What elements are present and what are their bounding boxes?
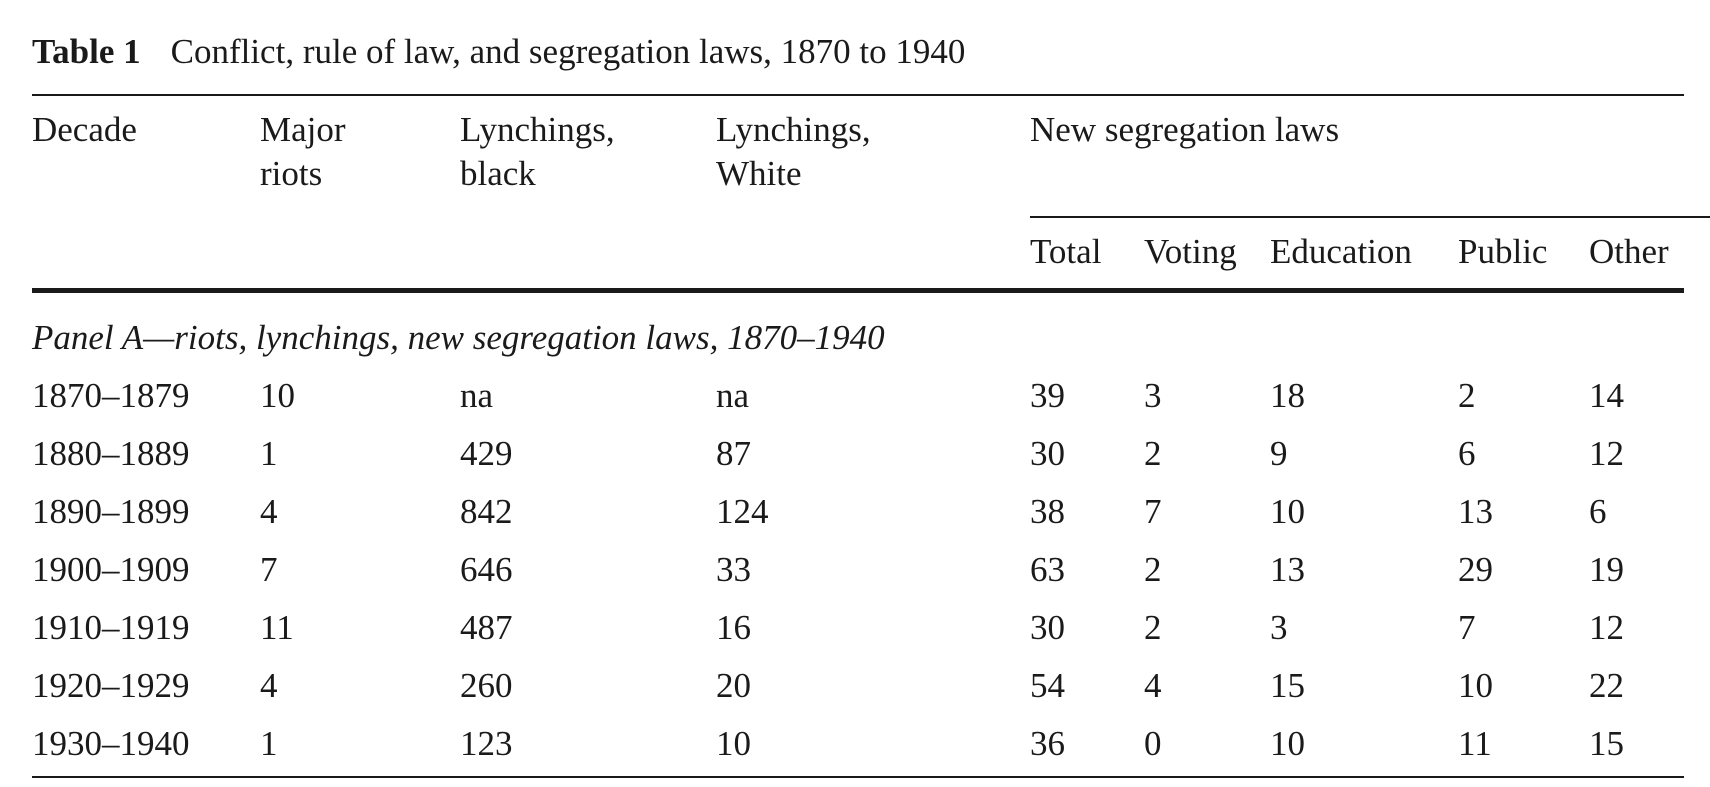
cell-public: 6 bbox=[1458, 434, 1476, 473]
cell-other: 6 bbox=[1589, 492, 1607, 531]
table-caption: Table 1 Conflict, rule of law, and segreg… bbox=[32, 30, 965, 74]
header-education: Education bbox=[1270, 232, 1412, 271]
cell-lynchings-white: 124 bbox=[716, 492, 769, 531]
cell-voting: 2 bbox=[1144, 434, 1162, 473]
cell-other: 12 bbox=[1589, 434, 1624, 473]
cell-education: 9 bbox=[1270, 434, 1288, 473]
cell-decade: 1900–1909 bbox=[32, 550, 190, 589]
cell-decade: 1870–1879 bbox=[32, 376, 190, 415]
cell-education: 10 bbox=[1270, 492, 1305, 531]
cell-decade: 1930–1940 bbox=[32, 724, 190, 763]
cell-other: 22 bbox=[1589, 666, 1624, 705]
cell-decade: 1890–1899 bbox=[32, 492, 190, 531]
cell-decade: 1880–1889 bbox=[32, 434, 190, 473]
cell-other: 14 bbox=[1589, 376, 1624, 415]
bottom-rule bbox=[32, 776, 1684, 778]
cell-education: 13 bbox=[1270, 550, 1305, 589]
cell-lynchings-white: 10 bbox=[716, 724, 751, 763]
header-lynchings-black-line1: Lynchings, bbox=[460, 110, 615, 149]
cell-voting: 4 bbox=[1144, 666, 1162, 705]
cell-education: 10 bbox=[1270, 724, 1305, 763]
header-other: Other bbox=[1589, 232, 1669, 271]
cell-voting: 7 bbox=[1144, 492, 1162, 531]
header-riots-line1: Major bbox=[260, 110, 346, 149]
cell-total: 30 bbox=[1030, 434, 1065, 473]
panel-a-label: Panel A—riots, lynchings, new segregatio… bbox=[32, 318, 885, 357]
group-subrule bbox=[1030, 216, 1710, 218]
cell-major-riots: 7 bbox=[260, 550, 278, 589]
cell-lynchings-black: 842 bbox=[460, 492, 513, 531]
cell-education: 18 bbox=[1270, 376, 1305, 415]
cell-lynchings-white: 87 bbox=[716, 434, 751, 473]
cell-lynchings-white: 20 bbox=[716, 666, 751, 705]
cell-major-riots: 10 bbox=[260, 376, 295, 415]
header-public: Public bbox=[1458, 232, 1548, 271]
cell-voting: 0 bbox=[1144, 724, 1162, 763]
table-label: Table 1 bbox=[32, 32, 141, 71]
header-rule bbox=[32, 288, 1684, 293]
header-lynchings-white-line1: Lynchings, bbox=[716, 110, 871, 149]
cell-public: 29 bbox=[1458, 550, 1493, 589]
cell-public: 2 bbox=[1458, 376, 1476, 415]
cell-total: 54 bbox=[1030, 666, 1065, 705]
cell-total: 38 bbox=[1030, 492, 1065, 531]
cell-lynchings-black: 646 bbox=[460, 550, 513, 589]
header-riots-line2: riots bbox=[260, 154, 323, 193]
cell-major-riots: 1 bbox=[260, 724, 278, 763]
cell-lynchings-black: 260 bbox=[460, 666, 513, 705]
cell-total: 36 bbox=[1030, 724, 1065, 763]
cell-education: 3 bbox=[1270, 608, 1288, 647]
top-rule bbox=[32, 94, 1684, 96]
cell-lynchings-black: na bbox=[460, 376, 494, 415]
cell-major-riots: 4 bbox=[260, 666, 278, 705]
table-title: Conflict, rule of law, and segregation l… bbox=[170, 32, 966, 71]
cell-lynchings-black: 123 bbox=[460, 724, 513, 763]
cell-lynchings-black: 429 bbox=[460, 434, 513, 473]
header-voting: Voting bbox=[1144, 232, 1237, 271]
header-lynchings-white-line2: White bbox=[716, 154, 802, 193]
cell-lynchings-black: 487 bbox=[460, 608, 513, 647]
cell-major-riots: 1 bbox=[260, 434, 278, 473]
cell-other: 12 bbox=[1589, 608, 1624, 647]
cell-other: 19 bbox=[1589, 550, 1624, 589]
cell-major-riots: 4 bbox=[260, 492, 278, 531]
header-segregation-group: New segregation laws bbox=[1030, 110, 1340, 149]
cell-public: 11 bbox=[1458, 724, 1492, 763]
cell-total: 63 bbox=[1030, 550, 1065, 589]
cell-major-riots: 11 bbox=[260, 608, 294, 647]
cell-public: 10 bbox=[1458, 666, 1493, 705]
cell-lynchings-white: 16 bbox=[716, 608, 751, 647]
cell-public: 7 bbox=[1458, 608, 1476, 647]
cell-decade: 1910–1919 bbox=[32, 608, 190, 647]
cell-lynchings-white: 33 bbox=[716, 550, 751, 589]
cell-education: 15 bbox=[1270, 666, 1305, 705]
cell-total: 39 bbox=[1030, 376, 1065, 415]
cell-public: 13 bbox=[1458, 492, 1493, 531]
header-lynchings-black-line2: black bbox=[460, 154, 536, 193]
cell-other: 15 bbox=[1589, 724, 1624, 763]
header-total: Total bbox=[1030, 232, 1102, 271]
cell-lynchings-white: na bbox=[716, 376, 750, 415]
cell-total: 30 bbox=[1030, 608, 1065, 647]
cell-voting: 2 bbox=[1144, 608, 1162, 647]
cell-decade: 1920–1929 bbox=[32, 666, 190, 705]
cell-voting: 3 bbox=[1144, 376, 1162, 415]
cell-voting: 2 bbox=[1144, 550, 1162, 589]
header-decade: Decade bbox=[32, 110, 137, 149]
